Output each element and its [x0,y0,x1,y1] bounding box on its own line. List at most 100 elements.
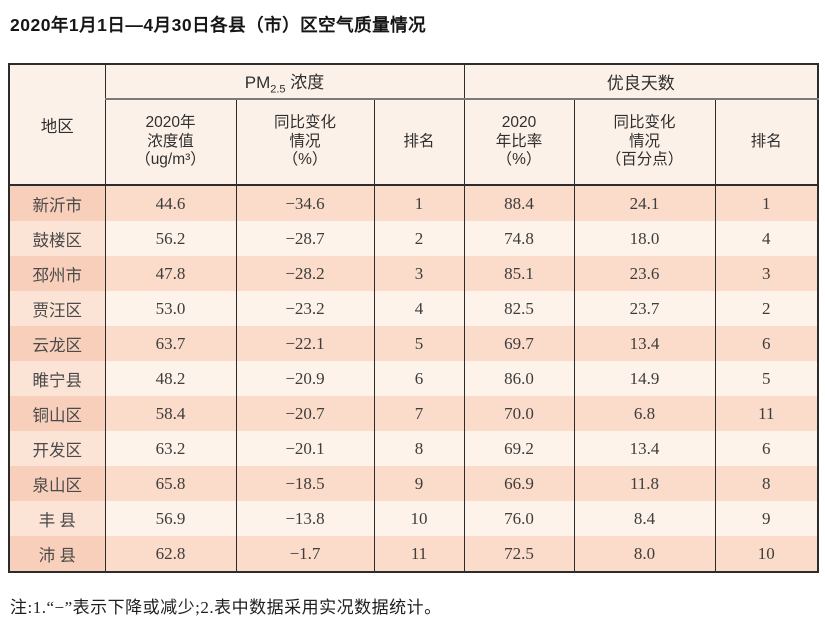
header-good-rate: 2020 年比率 （%） [463,99,575,186]
good-rate-cell: 85.1 [463,256,575,291]
good-change-cell: 8.0 [573,536,716,572]
pm-value-cell: 47.8 [104,256,237,291]
table-row: 开发区 63.2 −20.1 8 69.2 13.4 6 [8,431,819,466]
header-good-change: 同比变化 情况 （百分点） [573,99,716,186]
region-cell: 开发区 [8,431,106,466]
pm-value-cell: 53.0 [104,291,237,326]
pm-change-cell: −13.8 [235,501,375,536]
pm-rank-cell: 6 [373,361,465,396]
good-change-cell: 14.9 [573,361,716,396]
good-rank-cell: 10 [714,536,819,572]
pm-value-cell: 62.8 [104,536,237,572]
table-row: 泉山区 65.8 −18.5 9 66.9 11.8 8 [8,466,819,501]
good-rate-cell: 76.0 [463,501,575,536]
good-rate-cell: 66.9 [463,466,575,501]
good-rate-cell: 86.0 [463,361,575,396]
pm-value-cell: 63.2 [104,431,237,466]
good-rank-cell: 2 [714,291,819,326]
good-rank-cell: 11 [714,396,819,431]
good-rank-cell: 3 [714,256,819,291]
pm-change-cell: −20.9 [235,361,375,396]
good-rate-cell: 88.4 [463,185,575,221]
region-cell: 云龙区 [8,326,106,361]
pm-rank-cell: 11 [373,536,465,572]
good-rank-cell: 1 [714,185,819,221]
pm25-label-subscript: 2.5 [270,83,286,96]
good-rank-cell: 8 [714,466,819,501]
good-rate-cell: 69.7 [463,326,575,361]
header-good-rank: 排名 [714,99,819,186]
pm-value-cell: 48.2 [104,361,237,396]
good-rank-cell: 5 [714,361,819,396]
header-pm25-group: PM2.5 浓度 [104,64,465,100]
table-row: 鼓楼区 56.2 −28.7 2 74.8 18.0 4 [8,221,819,256]
good-change-cell: 6.8 [573,396,716,431]
pm25-label-suffix: 浓度 [285,72,325,92]
footnote: 注:1.“−”表示下降或减少;2.表中数据采用实况数据统计。 [10,598,442,617]
air-quality-table: 地区 PM2.5 浓度 优良天数 2020年 浓度值 （ug/m³） 同比变化 … [8,63,820,573]
region-cell: 新沂市 [8,185,106,221]
region-cell: 贾汪区 [8,291,106,326]
pm-change-cell: −28.7 [235,221,375,256]
pm-change-cell: −20.1 [235,431,375,466]
pm-rank-cell: 10 [373,501,465,536]
table-body: 新沂市 44.6 −34.6 1 88.4 24.1 1 鼓楼区 56.2 −28.7 2 74.8 1… [8,185,819,572]
header-pm-change: 同比变化 情况 （%） [235,99,375,186]
pm-value-cell: 58.4 [104,396,237,431]
pm25-label-prefix: PM [244,72,271,92]
pm-rank-cell: 4 [373,291,465,326]
pm-value-cell: 63.7 [104,326,237,361]
pm-change-cell: −22.1 [235,326,375,361]
good-change-cell: 23.7 [573,291,716,326]
good-change-cell: 18.0 [573,221,716,256]
table-row: 丰 县 56.9 −13.8 10 76.0 8.4 9 [8,501,819,536]
pm-value-cell: 56.9 [104,501,237,536]
header-sub-row: 2020年 浓度值 （ug/m³） 同比变化 情况 （%） 排名 2020 年比… [9,99,819,186]
good-change-cell: 8.4 [573,501,716,536]
region-cell: 沛 县 [8,536,106,572]
table-row: 新沂市 44.6 −34.6 1 88.4 24.1 1 [8,185,819,221]
header-region: 地区 [8,64,106,186]
pm-value-cell: 56.2 [104,221,237,256]
pm-rank-cell: 8 [373,431,465,466]
header-group-row: 地区 PM2.5 浓度 优良天数 [8,64,819,186]
pm-rank-cell: 1 [373,185,465,221]
table-header: 地区 PM2.5 浓度 优良天数 2020年 浓度值 （ug/m³） 同比变化 … [8,64,819,186]
pm-change-cell: −34.6 [235,185,375,221]
good-rank-cell: 6 [714,326,819,361]
good-rank-cell: 4 [714,221,819,256]
pm-change-cell: −1.7 [235,536,375,572]
region-cell: 鼓楼区 [8,221,106,256]
table-row: 睢宁县 48.2 −20.9 6 86.0 14.9 5 [8,361,819,396]
pm-change-cell: −18.5 [235,466,375,501]
header-pm-value: 2020年 浓度值 （ug/m³） [104,99,237,186]
table-row: 贾汪区 53.0 −23.2 4 82.5 23.7 2 [8,291,819,326]
pm-value-cell: 65.8 [104,466,237,501]
good-rank-cell: 9 [714,501,819,536]
region-cell: 泉山区 [8,466,106,501]
pm-change-cell: −23.2 [235,291,375,326]
pm-rank-cell: 2 [373,221,465,256]
region-cell: 丰 县 [8,501,106,536]
pm-change-cell: −20.7 [235,396,375,431]
pm-rank-cell: 5 [373,326,465,361]
header-good-days-group: 优良天数 [463,64,819,100]
table-row: 沛 县 62.8 −1.7 11 72.5 8.0 10 [8,536,819,572]
good-change-cell: 23.6 [573,256,716,291]
pm-rank-cell: 3 [373,256,465,291]
good-rate-cell: 70.0 [463,396,575,431]
pm-rank-cell: 9 [373,466,465,501]
pm-change-cell: −28.2 [235,256,375,291]
good-change-cell: 24.1 [573,185,716,221]
good-change-cell: 13.4 [573,431,716,466]
header-pm-rank: 排名 [373,99,465,186]
region-cell: 邳州市 [8,256,106,291]
table-row: 云龙区 63.7 −22.1 5 69.7 13.4 6 [8,326,819,361]
pm-rank-cell: 7 [373,396,465,431]
table-row: 邳州市 47.8 −28.2 3 85.1 23.6 3 [8,256,819,291]
good-rate-cell: 74.8 [463,221,575,256]
region-cell: 睢宁县 [8,361,106,396]
good-rate-cell: 69.2 [463,431,575,466]
pm-value-cell: 44.6 [104,185,237,221]
